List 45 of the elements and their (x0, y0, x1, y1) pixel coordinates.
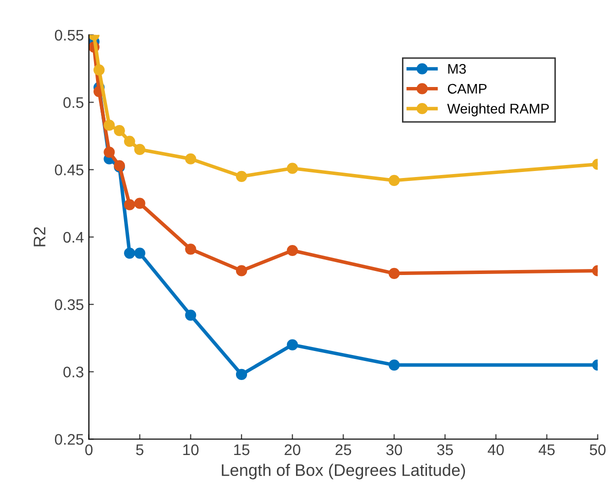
legend-label: M3 (448, 64, 466, 74)
point (388, 174, 400, 186)
point (236, 368, 248, 380)
x-tick-label: 5 (136, 444, 144, 456)
point (286, 244, 298, 256)
point (388, 268, 400, 279)
legend-label: CAMP (448, 84, 487, 94)
point (104, 146, 115, 158)
legend-label: Weighted RAMP (447, 103, 549, 116)
point (114, 125, 125, 136)
y-tick-label: 0.25 (54, 434, 84, 445)
y-tick-label: 0.55 (54, 30, 84, 41)
point (286, 339, 298, 350)
point (134, 144, 146, 156)
x-tick-label: 10 (183, 444, 199, 456)
point (124, 136, 136, 147)
x-tick-label: 40 (488, 444, 504, 456)
point (286, 162, 298, 174)
y-tick-label: 0.3 (63, 366, 84, 378)
x-tick-label: 25 (336, 444, 352, 456)
point (185, 310, 196, 321)
point (124, 248, 136, 259)
point (94, 64, 105, 76)
x-tick-label: 35 (437, 444, 453, 456)
x-tick-label: 50 (590, 444, 606, 456)
y-tick-label: 0.4 (63, 232, 84, 243)
point (388, 359, 400, 371)
y-tick-label: 0.35 (54, 299, 84, 310)
x-tick-label: 15 (234, 444, 250, 456)
point (134, 248, 146, 259)
point (236, 265, 248, 276)
x-tick-label: 30 (386, 444, 402, 456)
point (236, 170, 248, 182)
point (134, 198, 146, 209)
x-tick-label: 45 (538, 444, 555, 456)
point (185, 244, 196, 255)
y-tick-label: 0.5 (63, 97, 84, 108)
point (124, 199, 136, 210)
y-tick-label: 0.45 (54, 164, 84, 176)
y-axis-title: R2 (34, 227, 46, 246)
x-tick-label: 0 (85, 444, 93, 456)
point (104, 120, 115, 131)
point (185, 153, 196, 164)
x-axis-title: Length of Box (Degrees Latitude) (222, 464, 466, 480)
x-tick-label: 20 (284, 444, 300, 456)
